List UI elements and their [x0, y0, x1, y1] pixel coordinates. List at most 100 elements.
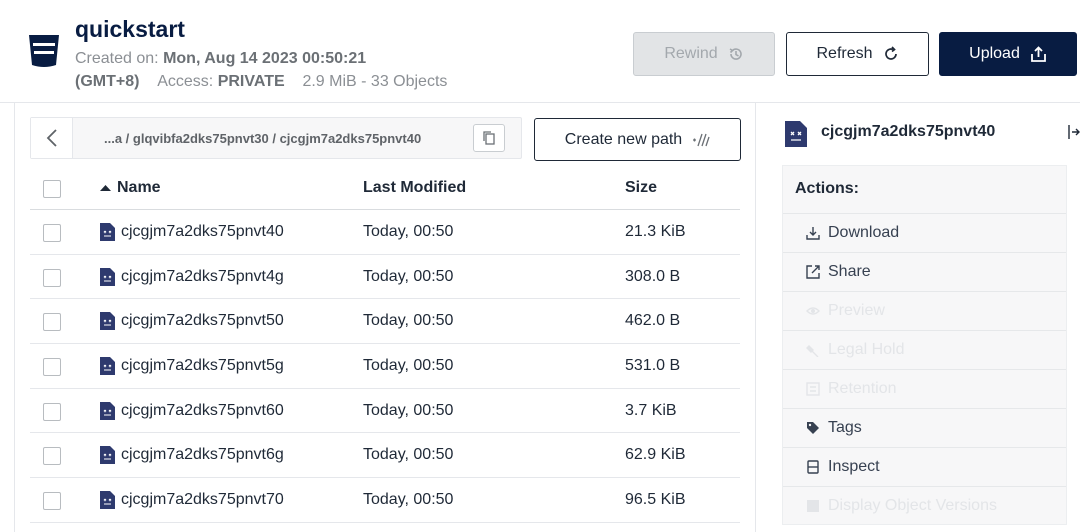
- row-checkbox[interactable]: [43, 358, 61, 377]
- file-icon: [100, 491, 115, 510]
- copy-path-button[interactable]: [473, 124, 505, 152]
- file-name: cjcgjm7a2dks75pnvt70: [121, 491, 284, 509]
- file-name: cjcgjm7a2dks75pnvt6g: [121, 446, 284, 464]
- access-label: Access:: [157, 73, 214, 90]
- tag-icon: [807, 422, 819, 435]
- file-name-cell: cjcgjm7a2dks75pnvt4g: [100, 267, 284, 286]
- modified-cell: Today, 00:50: [363, 357, 454, 375]
- download-action[interactable]: Download: [783, 213, 1066, 252]
- file-name: cjcgjm7a2dks75pnvt4g: [121, 267, 284, 285]
- modified-cell: Today, 00:50: [363, 223, 454, 240]
- rewind-label: Rewind: [664, 45, 718, 62]
- actions-title: Actions:: [795, 180, 859, 197]
- share-action[interactable]: Share: [783, 252, 1066, 291]
- refresh-icon: [884, 46, 897, 60]
- rewind-button[interactable]: Rewind: [633, 32, 775, 76]
- table-row[interactable]: cjcgjm7a2dks75pnvt50 Today, 00:50 462.0 …: [30, 299, 740, 345]
- retention-action[interactable]: Retention: [783, 369, 1066, 408]
- back-button[interactable]: [31, 118, 73, 158]
- upload-icon: [1030, 45, 1046, 62]
- access-value: PRIVATE: [217, 73, 285, 90]
- file-name-cell: cjcgjm7a2dks75pnvt5g: [100, 357, 284, 376]
- file-name: cjcgjm7a2dks75pnvt5g: [121, 357, 284, 375]
- download-label: Download: [828, 224, 900, 242]
- row-checkbox[interactable]: [43, 492, 61, 511]
- tags-action[interactable]: Tags: [783, 408, 1066, 447]
- size-cell: 3.7 KiB: [625, 401, 677, 419]
- table-row[interactable]: cjcgjm7a2dks75pnvt40 Today, 00:50 21.3 K…: [30, 210, 740, 255]
- new-path-icon: [693, 133, 710, 146]
- tags-label: Tags: [828, 419, 862, 437]
- bucket-header: quickstart Created on: Mon, Aug 14 2023 …: [0, 0, 1080, 103]
- actions-box: Actions: Download Share Preview Legal Ho…: [782, 165, 1067, 525]
- sort-asc-icon: [100, 185, 111, 191]
- row-checkbox[interactable]: [43, 268, 61, 287]
- file-icon: [100, 401, 115, 420]
- table-row[interactable]: cjcgjm7a2dks75pnvt6g Today, 00:50 62.9 K…: [30, 433, 740, 479]
- size-cell: 96.5 KiB: [625, 491, 686, 509]
- file-name: cjcgjm7a2dks75pnvt60: [121, 401, 284, 419]
- share-icon: [806, 265, 820, 279]
- preview-label: Preview: [828, 302, 885, 320]
- file-name-cell: cjcgjm7a2dks75pnvt60: [100, 401, 284, 420]
- row-checkbox[interactable]: [43, 447, 61, 466]
- inspect-action[interactable]: Inspect: [783, 447, 1066, 486]
- size-cell: 462.0 B: [625, 312, 681, 330]
- modified-cell: Today, 00:50: [363, 312, 454, 330]
- file-name: cjcgjm7a2dks75pnvt40: [121, 223, 284, 240]
- table-row[interactable]: cjcgjm7a2dks75pnvt5g Today, 00:50 531.0 …: [30, 344, 740, 389]
- selected-file-icon: [785, 121, 807, 147]
- preview-action[interactable]: Preview: [783, 291, 1066, 330]
- file-icon: [100, 223, 115, 241]
- objects-table: Name Last Modified Size cjcgjm7a2dks75pn…: [30, 166, 740, 523]
- modified-cell: Today, 00:50: [363, 491, 454, 509]
- bucket-meta: (GMT+8) Access: PRIVATE 2.9 MiB - 33 Obj…: [75, 73, 447, 91]
- history-icon: [729, 48, 742, 60]
- breadcrumb: ...a / glqvibfa2dks75pnvt30 / cjcgjm7a2d…: [30, 117, 522, 159]
- download-icon: [806, 227, 820, 240]
- upload-label: Upload: [969, 45, 1020, 62]
- file-icon: [100, 312, 115, 331]
- share-label: Share: [828, 263, 871, 281]
- breadcrumb-path[interactable]: ...a / glqvibfa2dks75pnvt30 / cjcgjm7a2d…: [104, 131, 422, 146]
- collapse-panel-icon[interactable]: [1068, 124, 1080, 140]
- bucket-icon: [29, 35, 59, 67]
- chevron-left-icon: [46, 129, 57, 147]
- file-name-cell: cjcgjm7a2dks75pnvt50: [100, 312, 284, 331]
- modified-cell: Today, 00:50: [363, 267, 454, 285]
- display-versions-action[interactable]: Display Object Versions: [783, 486, 1066, 525]
- size-cell: 21.3 KiB: [625, 223, 686, 240]
- file-name-cell: cjcgjm7a2dks75pnvt6g: [100, 446, 284, 465]
- file-icon: [100, 446, 115, 465]
- table-row[interactable]: cjcgjm7a2dks75pnvt70 Today, 00:50 96.5 K…: [30, 478, 740, 523]
- legal-hold-action[interactable]: Legal Hold: [783, 330, 1066, 369]
- table-row[interactable]: cjcgjm7a2dks75pnvt60 Today, 00:50 3.7 Ki…: [30, 389, 740, 434]
- file-icon: [100, 357, 115, 376]
- retention-icon: [806, 382, 820, 396]
- object-browser-panel: [14, 103, 756, 532]
- size-cell: 62.9 KiB: [625, 446, 686, 464]
- name-column-header[interactable]: Name: [100, 179, 161, 197]
- bucket-title: quickstart: [75, 16, 185, 42]
- size-cell: 531.0 B: [625, 357, 681, 375]
- inspect-label: Inspect: [828, 458, 880, 476]
- row-checkbox[interactable]: [43, 402, 61, 421]
- select-all-checkbox[interactable]: [43, 180, 61, 198]
- copy-icon: [483, 131, 495, 145]
- create-path-label: Create new path: [564, 130, 683, 148]
- table-row[interactable]: cjcgjm7a2dks75pnvt4g Today, 00:50 308.0 …: [30, 255, 740, 300]
- refresh-button[interactable]: Refresh: [786, 32, 929, 76]
- versions-icon: [807, 500, 819, 513]
- eye-icon: [806, 307, 820, 315]
- file-icon: [100, 267, 115, 286]
- size-column-header[interactable]: Size: [625, 179, 658, 196]
- bucket-usage: 2.9 MiB - 33 Objects: [302, 73, 448, 90]
- row-checkbox[interactable]: [43, 313, 61, 332]
- name-header-label: Name: [117, 179, 161, 196]
- upload-button[interactable]: Upload: [939, 32, 1077, 76]
- create-new-path-button[interactable]: Create new path: [534, 118, 741, 161]
- row-checkbox[interactable]: [43, 224, 61, 242]
- modified-column-header[interactable]: Last Modified: [363, 179, 467, 196]
- modified-cell: Today, 00:50: [363, 446, 454, 464]
- gavel-icon: [806, 345, 819, 358]
